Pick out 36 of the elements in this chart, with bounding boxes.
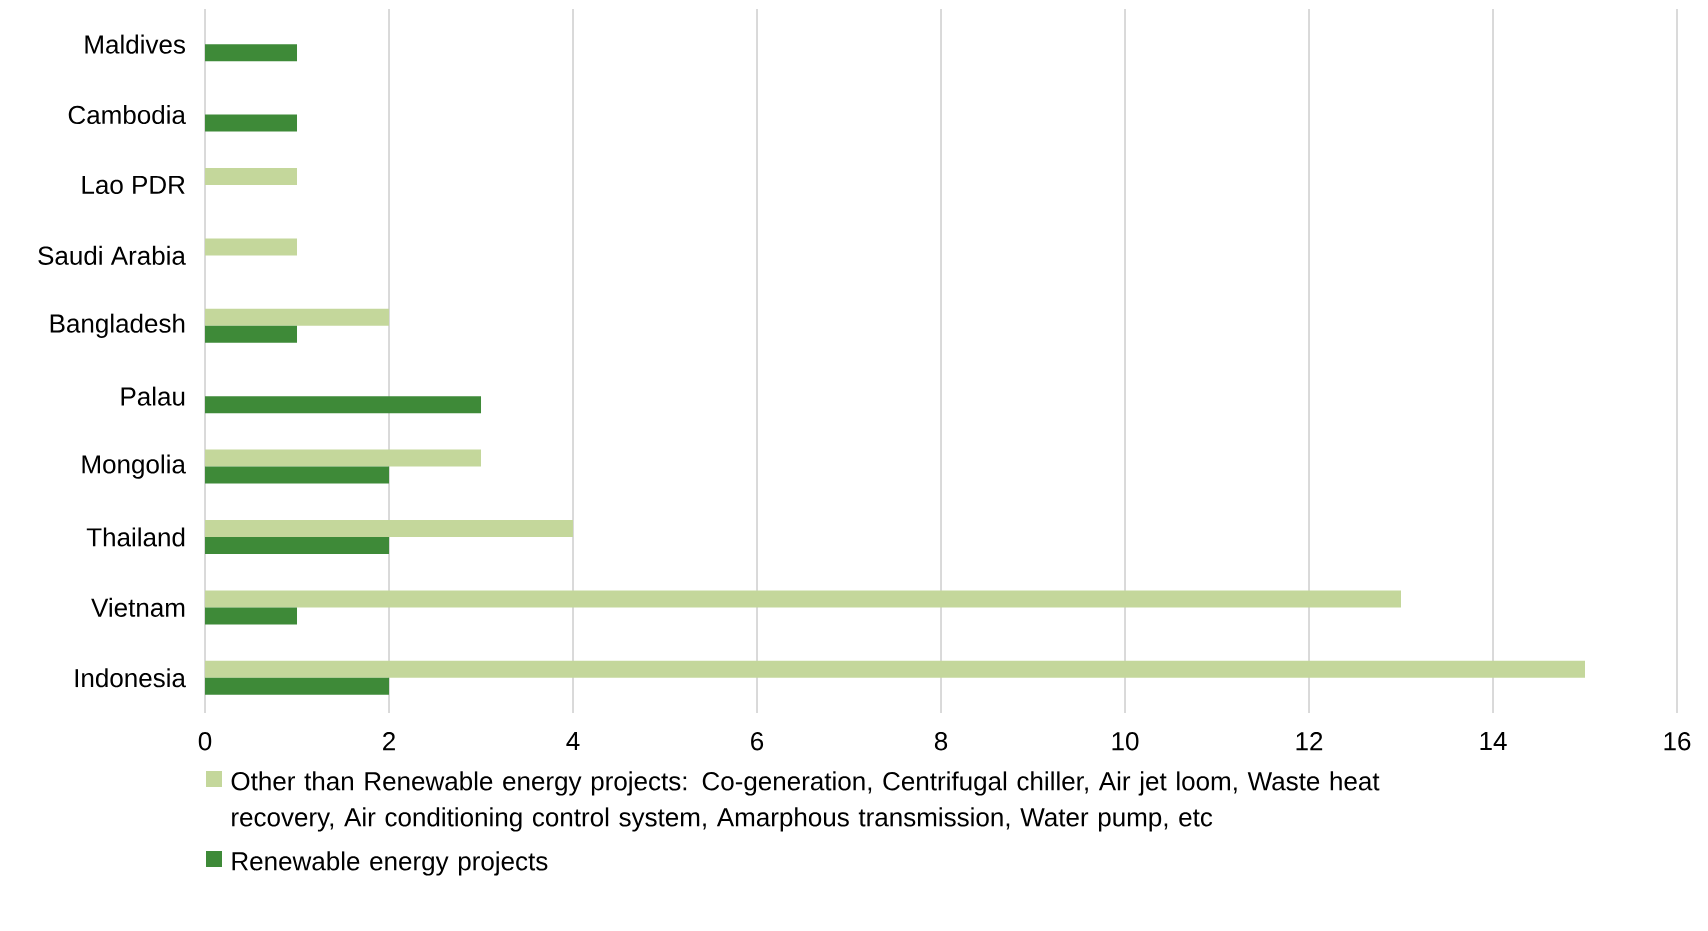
bar [205,114,298,132]
y-tick-label: Palau [121,386,185,406]
bar [205,677,390,695]
bar [205,396,482,414]
bar [205,44,298,62]
bar [205,519,574,537]
bar [205,238,298,256]
bar [205,660,1585,678]
y-tick-label: Lao PDR [82,175,185,195]
x-tick-label: 4 [566,732,580,750]
x-tick-label: 8 [934,732,948,751]
bar [205,590,1402,608]
x-tick-label: 2 [383,732,395,751]
y-tick-label: Saudi Arabia [38,245,186,265]
bar [205,308,390,326]
y-tick-label: Bangladesh [50,313,185,338]
y-tick-label: Indonesia [75,668,186,688]
x-tick-label: 10 [1112,732,1139,751]
bar [205,536,390,554]
y-tick-label: Cambodia [68,105,186,125]
x-tick-label: 6 [751,732,764,751]
bar [205,167,298,185]
bar [205,325,298,343]
x-tick-label: 14 [1480,732,1507,750]
bar [205,449,482,467]
y-tick-label: Thailand [86,527,185,547]
bar [205,607,298,625]
y-tick-label: Mongolia [82,454,186,479]
x-tick-label: 12 [1296,732,1323,751]
legend-label: Renewable energy projects [232,851,548,876]
x-tick-label: 0 [198,732,212,751]
x-tick-label: 16 [1664,732,1691,751]
y-tick-label: Maldives [85,34,185,54]
bar [205,466,390,484]
y-tick-label: Vietnam [91,597,185,617]
legend-label: Other than Renewable energy projects: Co-generation, Centrifugal chiller, Air jet loom, Waste heat recovery, Air conditioning control system, Amarphous transmission, Water pump, etc [231,771,1380,832]
